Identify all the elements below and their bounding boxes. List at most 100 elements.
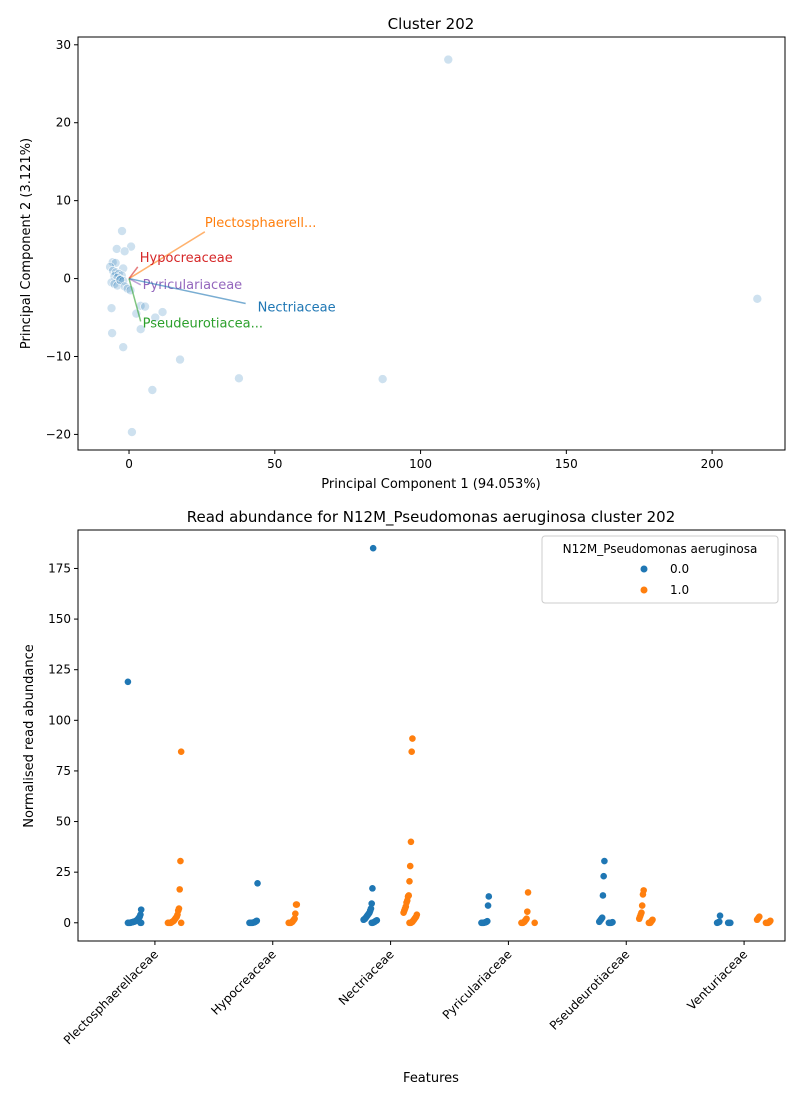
point-1.0-0-19 xyxy=(177,919,185,927)
legend-label-0: 0.0 xyxy=(670,562,689,576)
loading-label-4: Pseudeurotiacea... xyxy=(143,316,263,331)
point-1.0-3-9 xyxy=(518,919,525,927)
point-0.0-0-1 xyxy=(137,906,145,913)
point-0.0-5-0 xyxy=(716,912,724,919)
strip-chart: Read abundance for N12M_Pseudomonas aeru… xyxy=(22,508,786,1086)
strip-x-tick-label-3: Pyriculariaceae xyxy=(440,947,515,1022)
pca-point-28 xyxy=(140,301,150,312)
pca-point-33 xyxy=(118,342,128,352)
point-0.0-4-1 xyxy=(600,872,607,880)
point-1.0-2-12 xyxy=(400,909,407,916)
point-1.0-4-1 xyxy=(639,891,647,898)
point-1.0-2-4 xyxy=(406,877,413,885)
strip-y-tick-label-2: 50 xyxy=(56,815,71,829)
pca-x-tick-label-4: 200 xyxy=(701,457,724,471)
pca-point-19 xyxy=(109,279,120,289)
point-0.0-4-2 xyxy=(599,892,607,899)
pca-point-18 xyxy=(106,277,117,288)
point-0.0-5-4 xyxy=(713,919,721,927)
point-0.0-1-0 xyxy=(254,879,261,887)
point-0.0-2-0 xyxy=(369,544,377,552)
pca-point-32 xyxy=(135,324,146,335)
point-0.0-3-0 xyxy=(485,893,493,900)
strip-y-ticks: 0 25 50 75 100 125 150 175 xyxy=(48,561,78,930)
point-1.0-2-23 xyxy=(406,919,413,927)
pca-point-29 xyxy=(157,307,168,317)
point-1.0-4-6 xyxy=(635,915,643,923)
pca-plot-area: Plectosphaerell... Hypocreaceae Pyriculari… xyxy=(105,54,763,437)
point-0.0-0-19 xyxy=(124,919,132,927)
point-0.0-5-8 xyxy=(724,919,732,927)
strip-x-ticks: Plectosphaerellaceae Hypocreaceae Nectriac… xyxy=(61,941,750,1047)
pca-y-label: Principal Component 2 (3.121%) xyxy=(19,138,34,349)
strip-plot-area xyxy=(124,544,774,927)
pca-point-35 xyxy=(234,373,244,384)
pca-point-36 xyxy=(377,374,388,384)
point-0.0-1-11 xyxy=(246,919,253,927)
pca-y-tick-label-5: 30 xyxy=(56,38,71,52)
point-0.0-4-13 xyxy=(605,919,613,927)
point-1.0-3-10 xyxy=(531,919,538,927)
point-0.0-0-21 xyxy=(137,919,144,927)
point-0.0-3-10 xyxy=(478,919,485,927)
point-1.0-1-1 xyxy=(292,901,300,908)
strip-y-tick-label-1: 25 xyxy=(56,865,71,879)
strip-title: Read abundance for N12M_Pseudomonas aeru… xyxy=(187,508,676,527)
point-0.0-0-0 xyxy=(124,678,132,686)
point-1.0-4-2 xyxy=(638,902,646,909)
pca-point-0 xyxy=(443,54,454,65)
point-0.0-3-1 xyxy=(484,902,492,909)
legend-title: N12M_Pseudomonas aeruginosa xyxy=(563,542,758,556)
point-1.0-0-18 xyxy=(164,919,172,927)
legend-marker-0 xyxy=(640,565,648,573)
point-0.0-4-0 xyxy=(601,857,608,865)
strip-y-tick-label-4: 100 xyxy=(48,713,71,727)
point-1.0-1-11 xyxy=(285,919,292,927)
pca-point-20 xyxy=(112,280,123,291)
point-1.0-5-3 xyxy=(753,916,761,924)
pca-x-tick-label-0: 0 xyxy=(125,457,133,471)
loading-label-2: Pyriculariaceae xyxy=(143,278,243,293)
strip-y-tick-label-5: 125 xyxy=(48,663,71,677)
legend: N12M_Pseudomonas aeruginosa 0.0 1.0 xyxy=(541,535,779,604)
pca-x-label: Principal Component 1 (94.053%) xyxy=(321,477,541,492)
point-1.0-0-2 xyxy=(176,886,184,893)
pca-x-tick-label-2: 100 xyxy=(409,457,432,471)
pca-point-25 xyxy=(106,303,117,313)
pca-point-9 xyxy=(105,262,115,272)
legend-box xyxy=(541,535,779,604)
point-1.0-2-1 xyxy=(408,748,415,755)
pca-point-34 xyxy=(175,354,185,365)
point-0.0-2-13 xyxy=(360,916,367,924)
strip-x-label: Features xyxy=(403,1071,459,1086)
strip-x-tick-label-0: Plectosphaerellaceae xyxy=(61,947,161,1047)
pca-point-10 xyxy=(108,265,118,276)
pca-point-11 xyxy=(111,267,121,278)
pca-axes-frame xyxy=(77,36,786,451)
loading-arrow-0 xyxy=(128,231,206,280)
pca-y-tick-label-2: 0 xyxy=(63,272,71,286)
pca-y-ticks: −20 −10 0 10 20 30 xyxy=(46,38,78,441)
strip-axes-frame xyxy=(77,529,786,942)
strip-y-tick-label-0: 0 xyxy=(63,916,71,930)
pca-point-37 xyxy=(147,385,158,395)
loading-arrow-4 xyxy=(128,278,142,322)
point-1.0-3-1 xyxy=(524,908,531,915)
pca-title: Cluster 202 xyxy=(388,15,475,33)
point-1.0-2-3 xyxy=(406,862,414,870)
pca-y-tick-label-0: −20 xyxy=(46,427,71,441)
pca-point-38 xyxy=(127,427,137,437)
loading-label-1: Hypocreaceae xyxy=(140,251,233,266)
pca-point-12 xyxy=(114,269,124,279)
legend-label-1: 1.0 xyxy=(670,583,689,597)
pca-point-3 xyxy=(111,244,122,254)
point-1.0-4-12 xyxy=(645,919,653,927)
pca-point-1 xyxy=(752,294,763,304)
point-1.0-3-0 xyxy=(524,889,532,896)
pca-point-4 xyxy=(126,241,136,252)
point-0.0-2-2 xyxy=(368,900,375,907)
point-0.0-4-7 xyxy=(595,918,603,926)
point-1.0-1-2 xyxy=(292,910,299,917)
strip-x-tick-label-2: Nectriaceae xyxy=(336,947,397,1008)
